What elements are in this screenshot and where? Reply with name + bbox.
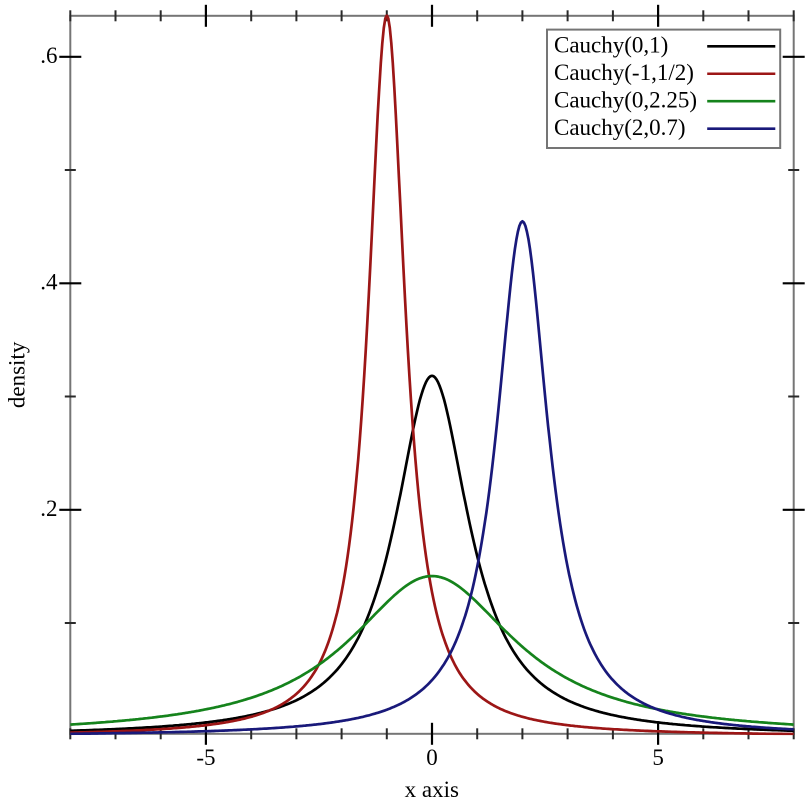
svg-text:density: density: [4, 341, 29, 408]
svg-text:x axis: x axis: [405, 777, 459, 802]
svg-text:Cauchy(0,1): Cauchy(0,1): [554, 32, 668, 57]
svg-text:5: 5: [652, 745, 664, 770]
svg-text:.6: .6: [40, 43, 57, 68]
svg-text:Cauchy(-1,1/2): Cauchy(-1,1/2): [554, 60, 694, 85]
svg-text:0: 0: [426, 745, 438, 770]
svg-text:Cauchy(2,0.7): Cauchy(2,0.7): [554, 115, 686, 140]
svg-text:-5: -5: [196, 745, 215, 770]
svg-text:Cauchy(0,2.25): Cauchy(0,2.25): [554, 87, 697, 112]
svg-text:.4: .4: [40, 270, 58, 295]
svg-text:.2: .2: [40, 496, 57, 521]
